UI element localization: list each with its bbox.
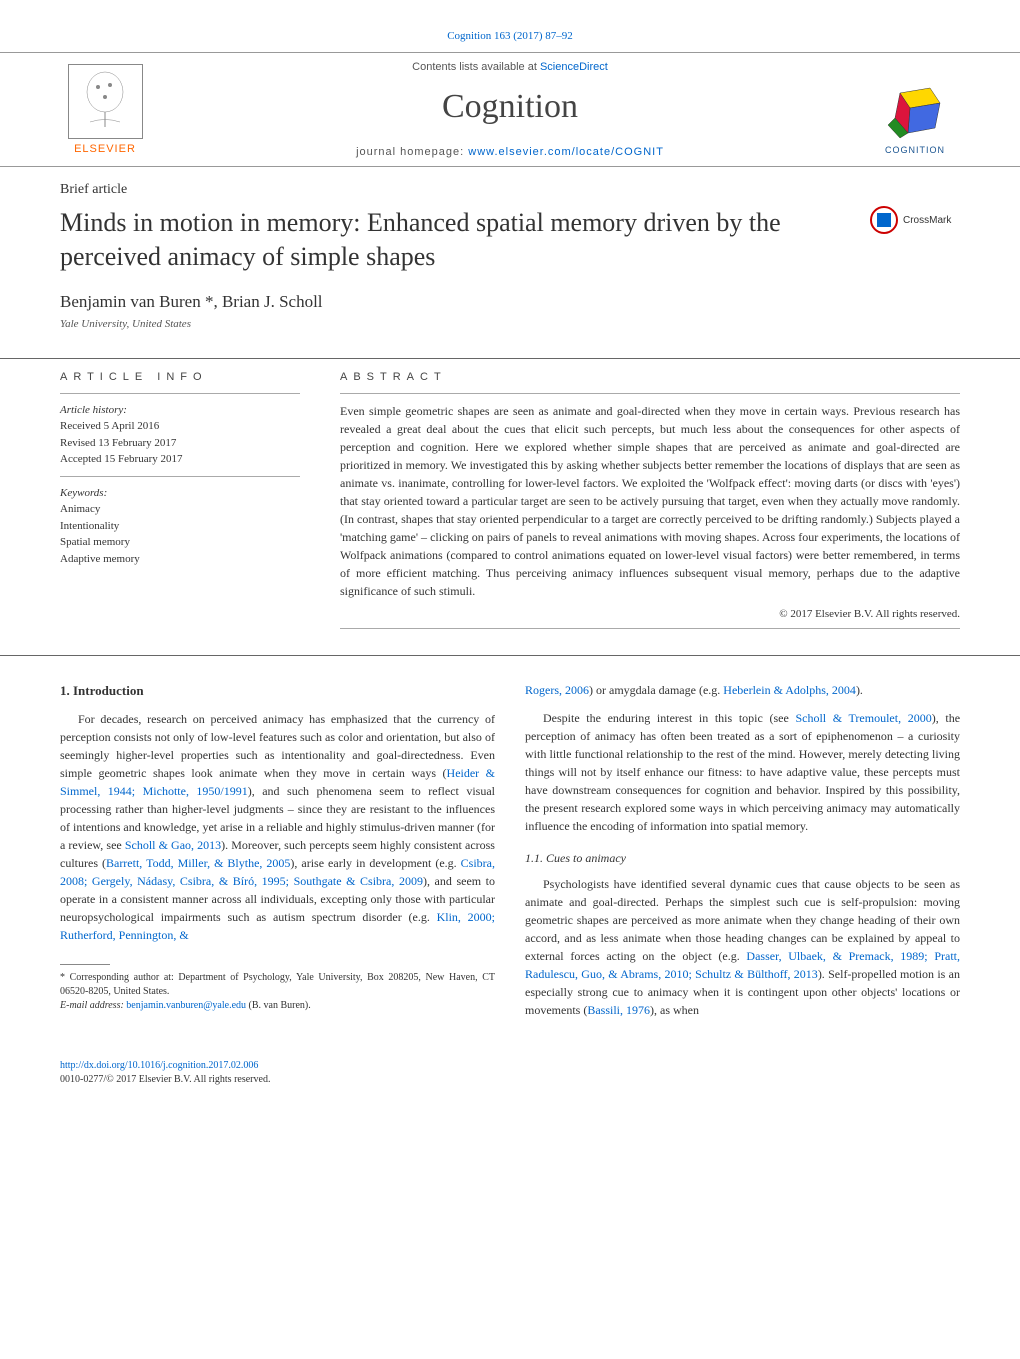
keyword: Intentionality — [60, 518, 300, 535]
abstract-copyright: © 2017 Elsevier B.V. All rights reserved… — [340, 608, 960, 620]
citation-link[interactable]: Barrett, Todd, Miller, & Blythe, 2005 — [106, 856, 290, 870]
page-footer: http://dx.doi.org/10.1016/j.cognition.20… — [0, 1054, 1020, 1117]
crossmark-badge[interactable]: CrossMark — [870, 206, 960, 234]
article-info-heading: ARTICLE INFO — [60, 371, 300, 383]
keyword: Animacy — [60, 501, 300, 518]
body-columns: 1. Introduction For decades, research on… — [0, 656, 1020, 1054]
elsevier-logo: ELSEVIER — [60, 64, 150, 155]
right-column: Rogers, 2006) or amygdala damage (e.g. H… — [525, 681, 960, 1029]
article-info-column: ARTICLE INFO Article history: Received 5… — [60, 371, 300, 637]
affiliation: Yale University, United States — [60, 318, 960, 330]
keyword: Adaptive memory — [60, 551, 300, 568]
keywords-label: Keywords: — [60, 485, 300, 502]
email-footnote: E-mail address: benjamin.vanburen@yale.e… — [60, 999, 495, 1013]
keyword: Spatial memory — [60, 534, 300, 551]
cognition-label: COGNITION — [885, 145, 945, 155]
received-date: Received 5 April 2016 — [60, 418, 300, 435]
history-label: Article history: — [60, 402, 300, 419]
paragraph-1: For decades, research on perceived anima… — [60, 710, 495, 944]
left-column: 1. Introduction For decades, research on… — [60, 681, 495, 1029]
authors: Benjamin van Buren *, Brian J. Scholl — [60, 292, 960, 312]
article-type: Brief article — [60, 182, 960, 198]
citation-link[interactable]: Rogers, 2006 — [525, 683, 589, 697]
accepted-date: Accepted 15 February 2017 — [60, 451, 300, 468]
citation-link[interactable]: Scholl & Gao, 2013 — [125, 838, 221, 852]
page-header: Cognition 163 (2017) 87–92 — [0, 0, 1020, 52]
section-1-heading: 1. Introduction — [60, 681, 495, 701]
crossmark-label: CrossMark — [903, 215, 951, 226]
citation-link[interactable]: Heberlein & Adolphs, 2004 — [723, 683, 856, 697]
citation-link[interactable]: Cognition 163 (2017) 87–92 — [447, 30, 573, 42]
sciencedirect-link[interactable]: ScienceDirect — [540, 61, 608, 73]
email-link[interactable]: benjamin.vanburen@yale.edu — [126, 1000, 246, 1011]
abstract-text: Even simple geometric shapes are seen as… — [340, 402, 960, 600]
journal-name: Cognition — [150, 88, 870, 126]
cognition-cube-icon — [880, 83, 950, 143]
revised-date: Revised 13 February 2017 — [60, 435, 300, 452]
contents-line: Contents lists available at ScienceDirec… — [150, 61, 870, 73]
homepage-link[interactable]: www.elsevier.com/locate/COGNIT — [468, 146, 664, 158]
paragraph-2: Despite the enduring interest in this to… — [525, 709, 960, 835]
doi-link[interactable]: http://dx.doi.org/10.1016/j.cognition.20… — [60, 1060, 258, 1071]
citation-link[interactable]: Scholl & Tremoulet, 2000 — [795, 711, 931, 725]
issn-text: 0010-0277/© 2017 Elsevier B.V. All right… — [60, 1074, 270, 1085]
article-title: Minds in motion in memory: Enhanced spat… — [60, 206, 870, 274]
section-1-1-heading: 1.1. Cues to animacy — [525, 849, 960, 867]
cognition-logo: COGNITION — [870, 65, 960, 155]
abstract-column: ABSTRACT Even simple geometric shapes ar… — [340, 371, 960, 637]
paragraph-1-cont: Rogers, 2006) or amygdala damage (e.g. H… — [525, 681, 960, 699]
abstract-heading: ABSTRACT — [340, 371, 960, 383]
journal-bar: ELSEVIER Contents lists available at Sci… — [0, 52, 1020, 167]
citation-link[interactable]: Bassili, 1976 — [587, 1003, 650, 1017]
crossmark-icon — [870, 206, 898, 234]
homepage-line: journal homepage: www.elsevier.com/locat… — [150, 146, 870, 158]
elsevier-label: ELSEVIER — [74, 143, 136, 155]
corresponding-footnote: * Corresponding author at: Department of… — [60, 971, 495, 999]
elsevier-tree-icon — [68, 64, 143, 139]
paragraph-3: Psychologists have identified several dy… — [525, 875, 960, 1019]
